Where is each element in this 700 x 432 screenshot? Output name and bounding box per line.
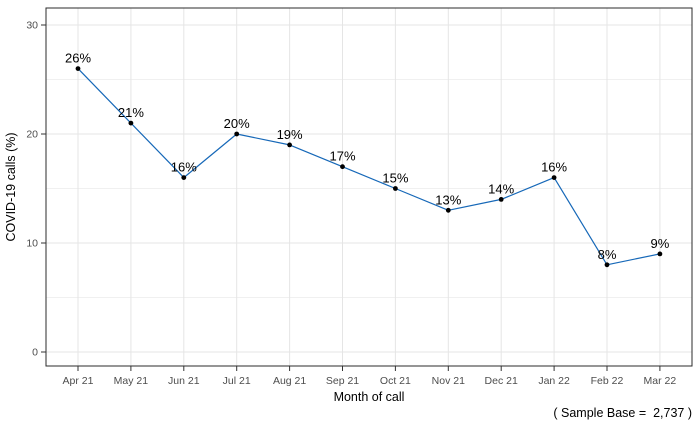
sample-base-caption: ( Sample Base = 2,737 ) [553,406,692,420]
data-point [393,186,398,191]
y-tick-label: 10 [26,238,38,250]
data-point [604,262,610,268]
y-tick-label: 0 [32,347,38,359]
x-tick-label: Apr 21 [63,375,94,387]
data-point [234,131,240,137]
y-axis-title: COVID-19 calls (%) [4,132,18,242]
data-point-label: 13% [435,192,461,207]
data-point-label: 17% [329,149,355,164]
data-point-label: 15% [382,171,408,186]
data-point [128,120,134,126]
data-point-label: 21% [118,105,144,120]
x-axis-title: Month of call [333,390,405,404]
x-tick-label: Jun 21 [168,375,200,387]
data-point-label: 20% [224,116,250,131]
x-tick-label: Aug 21 [273,375,306,387]
x-tick-label: Jul 21 [223,375,251,387]
data-line [77,68,661,266]
y-tick-label: 20 [26,129,38,141]
data-point-label: 26% [65,51,91,66]
data-point [287,142,292,148]
data-point [445,207,451,213]
x-tick-label: Feb 22 [591,375,624,387]
data-point-label: 16% [171,160,197,175]
x-tick-label: Jan 22 [538,375,570,387]
data-point-label: 16% [541,160,567,175]
x-tick-label: Dec 21 [485,375,518,387]
data-point-label: 19% [277,127,303,142]
x-tick-label: Mar 22 [644,375,677,387]
y-tick-label: 30 [26,20,38,32]
data-point [75,66,81,71]
data-point-label: 9% [651,236,670,251]
data-point [551,175,557,181]
data-point [657,251,663,257]
data-point [498,197,504,202]
x-tick-label: Oct 21 [380,375,411,387]
x-tick-label: Nov 21 [432,375,465,387]
data-point-label: 14% [488,181,514,196]
data-point [181,175,187,181]
x-tick-label: May 21 [114,375,149,387]
panel-border [45,7,693,367]
x-tick-label: Sep 21 [326,375,359,387]
data-point [340,164,345,170]
data-point-label: 8% [598,247,617,262]
